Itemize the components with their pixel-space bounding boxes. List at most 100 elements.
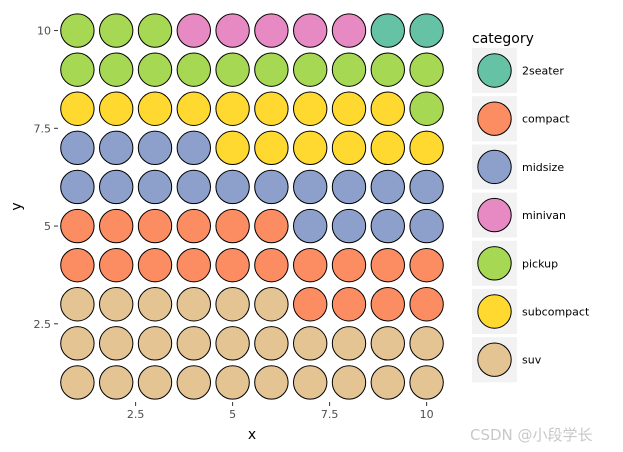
point-suv bbox=[176, 326, 212, 361]
point-minivan bbox=[331, 13, 367, 48]
point-midsize bbox=[176, 169, 212, 205]
point-suv bbox=[254, 326, 289, 361]
point-2seater bbox=[370, 13, 405, 48]
point-midsize bbox=[137, 130, 173, 166]
point-suv bbox=[293, 326, 328, 361]
point-compact bbox=[254, 208, 289, 244]
point-midsize bbox=[409, 169, 444, 205]
legend-label-pickup: pickup bbox=[522, 257, 558, 270]
y-tick-label: 10 bbox=[37, 25, 51, 38]
legend-key-compact bbox=[477, 101, 512, 136]
point-suv bbox=[409, 326, 444, 361]
point-suv bbox=[254, 365, 289, 400]
legend-key-subcompact bbox=[477, 294, 512, 329]
point-pickup bbox=[60, 13, 95, 48]
x-tick-label: 7.5 bbox=[321, 408, 339, 421]
point-midsize bbox=[370, 169, 405, 205]
point-subcompact bbox=[215, 91, 250, 126]
point-midsize bbox=[99, 169, 134, 205]
legend-key-suv bbox=[477, 342, 512, 377]
point-subcompact bbox=[331, 91, 367, 126]
point-minivan bbox=[215, 13, 250, 48]
point-midsize bbox=[331, 208, 367, 244]
point-pickup bbox=[409, 52, 444, 87]
point-pickup bbox=[99, 13, 134, 48]
point-compact bbox=[370, 247, 405, 283]
point-compact bbox=[99, 247, 134, 283]
point-subcompact bbox=[370, 91, 405, 126]
point-2seater bbox=[409, 13, 444, 48]
point-compact bbox=[293, 247, 328, 283]
point-compact bbox=[331, 287, 367, 322]
point-pickup bbox=[331, 52, 367, 87]
point-suv bbox=[409, 365, 444, 400]
y-tick-label: 2.5 bbox=[34, 318, 52, 331]
point-subcompact bbox=[370, 130, 405, 166]
x-axis-label: x bbox=[248, 427, 256, 443]
point-midsize bbox=[293, 169, 328, 205]
point-midsize bbox=[176, 130, 212, 166]
legend-key-minivan bbox=[477, 197, 512, 233]
point-midsize bbox=[60, 169, 95, 205]
point-compact bbox=[137, 247, 173, 283]
point-subcompact bbox=[215, 130, 250, 166]
axes-layer: 2.5 5 7.5 10 2.5 5 7.5 10 x y bbox=[9, 25, 434, 443]
point-subcompact bbox=[409, 130, 444, 166]
point-suv bbox=[137, 365, 173, 400]
point-compact bbox=[176, 247, 212, 283]
point-midsize bbox=[60, 130, 95, 166]
point-suv bbox=[215, 365, 250, 400]
point-pickup bbox=[409, 91, 444, 126]
point-compact bbox=[254, 247, 289, 283]
point-pickup bbox=[99, 52, 134, 87]
point-compact bbox=[60, 208, 95, 244]
legend-label-suv: suv bbox=[522, 354, 542, 367]
point-suv bbox=[293, 365, 328, 400]
point-suv bbox=[60, 287, 95, 322]
point-compact bbox=[176, 208, 212, 244]
y-tick-label: 5 bbox=[44, 220, 51, 233]
points-layer bbox=[60, 13, 444, 400]
legend-label-minivan: minivan bbox=[522, 209, 566, 222]
x-tick-label: 2.5 bbox=[127, 408, 145, 421]
point-suv bbox=[215, 326, 250, 361]
x-tick-label: 5 bbox=[229, 408, 236, 421]
point-minivan bbox=[293, 13, 328, 48]
point-suv bbox=[370, 326, 405, 361]
point-midsize bbox=[137, 169, 173, 205]
point-compact bbox=[409, 247, 444, 283]
point-subcompact bbox=[331, 130, 367, 166]
legend-key-pickup bbox=[477, 246, 512, 281]
point-suv bbox=[60, 365, 95, 400]
point-compact bbox=[60, 247, 95, 283]
point-compact bbox=[215, 247, 250, 283]
point-suv bbox=[331, 365, 367, 400]
point-suv bbox=[99, 287, 134, 322]
y-axis-label: y bbox=[9, 202, 25, 210]
point-midsize bbox=[293, 208, 328, 244]
point-subcompact bbox=[60, 91, 95, 126]
point-pickup bbox=[293, 52, 328, 87]
legend: category 2seater compact midsize minivan pick… bbox=[472, 31, 590, 383]
point-suv bbox=[370, 365, 405, 400]
point-subcompact bbox=[293, 91, 328, 126]
point-midsize bbox=[409, 208, 444, 244]
point-pickup bbox=[254, 52, 289, 87]
legend-label-subcompact: subcompact bbox=[522, 306, 590, 319]
point-midsize bbox=[99, 130, 134, 166]
point-subcompact bbox=[254, 91, 289, 126]
point-pickup bbox=[137, 13, 173, 48]
point-midsize bbox=[254, 169, 289, 205]
point-pickup bbox=[370, 52, 405, 87]
point-subcompact bbox=[176, 91, 212, 126]
watermark: CSDN @小段学长 bbox=[470, 426, 593, 444]
point-minivan bbox=[254, 13, 289, 48]
y-tick-label: 7.5 bbox=[34, 122, 52, 135]
point-suv bbox=[137, 287, 173, 322]
point-subcompact bbox=[99, 91, 134, 126]
legend-key-midsize bbox=[477, 149, 512, 185]
point-pickup bbox=[176, 52, 212, 87]
point-suv bbox=[99, 326, 134, 361]
point-minivan bbox=[176, 13, 212, 48]
